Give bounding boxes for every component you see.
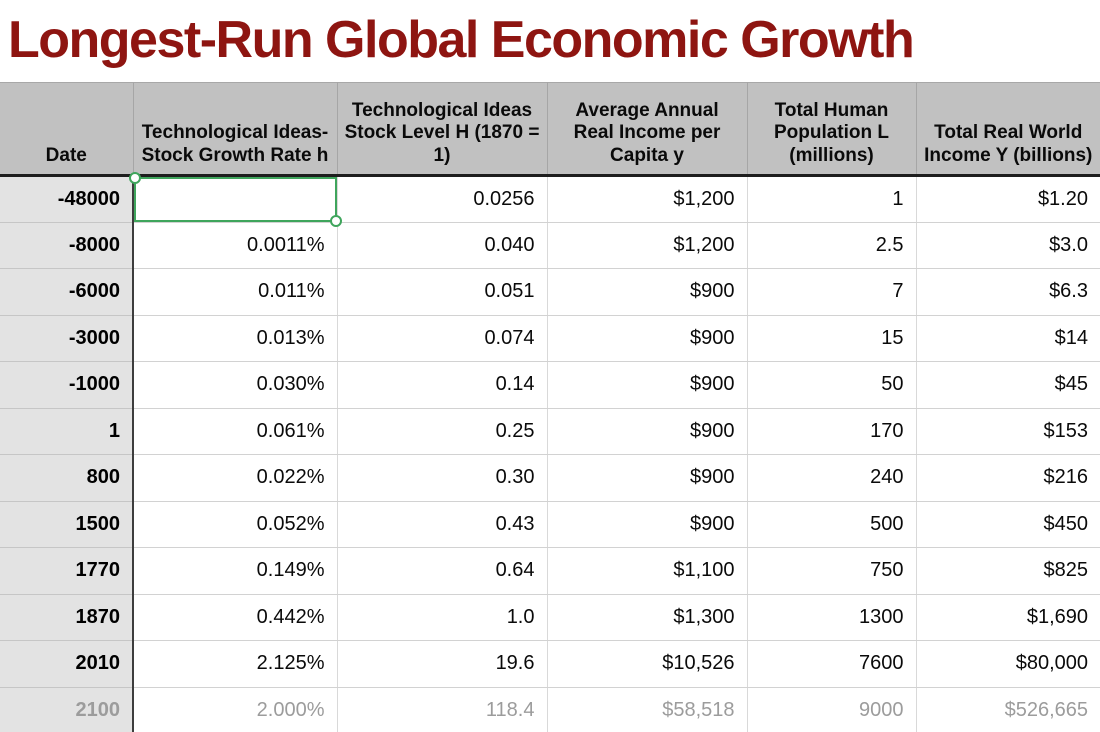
cell[interactable]: 0.052% (133, 501, 338, 548)
cell[interactable]: $825 (916, 547, 1100, 595)
cell[interactable]: 750 (747, 547, 917, 595)
row-header[interactable]: 2100 (0, 687, 134, 732)
cell[interactable]: 1300 (747, 594, 917, 641)
cell[interactable]: 0.011% (133, 268, 338, 316)
cell[interactable]: 0.061% (133, 408, 338, 455)
cell[interactable]: 118.4 (337, 687, 548, 732)
cell[interactable]: $1,300 (547, 594, 748, 641)
cell[interactable]: $450 (916, 501, 1100, 548)
cell[interactable]: 240 (747, 454, 917, 502)
cell[interactable]: 0.0011% (133, 222, 338, 269)
cell[interactable]: 0.030% (133, 361, 338, 409)
cell[interactable]: 0.14 (337, 361, 548, 409)
cell[interactable]: $1,200 (547, 222, 748, 269)
row-header[interactable]: 2010 (0, 640, 134, 688)
cell[interactable]: $1.20 (916, 175, 1100, 223)
cell[interactable]: $900 (547, 361, 748, 409)
table-row: -6000 0.011% 0.051 $900 7 $6.3 (0, 268, 1100, 316)
cell[interactable]: 1.0 (337, 594, 548, 641)
column-header-real-income-per-capita[interactable]: Average Annual Real Income per Capita y (547, 82, 748, 177)
table-row: -3000 0.013% 0.074 $900 15 $14 (0, 315, 1100, 362)
cell[interactable]: 0.040 (337, 222, 548, 269)
column-header-total-population[interactable]: Total Human Population L (millions) (747, 82, 917, 177)
cell[interactable]: 7 (747, 268, 917, 316)
table-row: 1500 0.052% 0.43 $900 500 $450 (0, 501, 1100, 548)
cell[interactable]: $58,518 (547, 687, 748, 732)
column-header-ideas-stock-growth-rate[interactable]: Technological Ideas-Stock Growth Rate h (133, 82, 338, 177)
header-row: Date Technological Ideas-Stock Growth Ra… (0, 82, 1100, 177)
table-row-projection: 2100 2.000% 118.4 $58,518 9000 $526,665 (0, 687, 1100, 732)
cell[interactable]: $1,100 (547, 547, 748, 595)
cell[interactable]: 1 (747, 175, 917, 223)
column-header-date[interactable]: Date (0, 82, 134, 177)
cell[interactable]: 0.051 (337, 268, 548, 316)
table-row: 1 0.061% 0.25 $900 170 $153 (0, 408, 1100, 455)
spreadsheet-table: Date Technological Ideas-Stock Growth Ra… (0, 82, 1100, 732)
table-row: 800 0.022% 0.30 $900 240 $216 (0, 454, 1100, 502)
cell[interactable]: $10,526 (547, 640, 748, 688)
cell[interactable]: 2.5 (747, 222, 917, 269)
cell[interactable]: 0.0256 (337, 175, 548, 223)
cell[interactable]: 170 (747, 408, 917, 455)
cell[interactable]: $216 (916, 454, 1100, 502)
row-header[interactable]: -6000 (0, 268, 134, 316)
cell[interactable]: 0.43 (337, 501, 548, 548)
table-row: -48000 0.0256 $1,200 1 $1.20 (0, 172, 1100, 227)
cell[interactable]: 0.64 (337, 547, 548, 595)
cell[interactable]: 0.25 (337, 408, 548, 455)
cell[interactable]: $526,665 (916, 687, 1100, 732)
table-row: -8000 0.0011% 0.040 $1,200 2.5 $3.0 (0, 222, 1100, 269)
page-title: Longest-Run Global Economic Growth (8, 11, 915, 69)
cell[interactable]: 0.074 (337, 315, 548, 362)
cell[interactable]: 0.30 (337, 454, 548, 502)
cell[interactable]: $45 (916, 361, 1100, 409)
title-bar: Longest-Run Global Economic Growth (0, 0, 1100, 82)
table-row: -1000 0.030% 0.14 $900 50 $45 (0, 361, 1100, 409)
row-header[interactable]: -8000 (0, 222, 134, 269)
row-header[interactable]: -1000 (0, 361, 134, 409)
cell[interactable]: 0.013% (133, 315, 338, 362)
column-header-ideas-stock-level[interactable]: Technological Ideas Stock Level H (1870 … (337, 82, 548, 177)
row-header[interactable]: 1870 (0, 594, 134, 641)
cell[interactable]: 15 (747, 315, 917, 362)
cell[interactable]: $900 (547, 408, 748, 455)
cell[interactable]: $3.0 (916, 222, 1100, 269)
cell[interactable]: 0.022% (133, 454, 338, 502)
cell[interactable]: 500 (747, 501, 917, 548)
table-row: 1870 0.442% 1.0 $1,300 1300 $1,690 (0, 594, 1100, 641)
row-header[interactable]: 1770 (0, 547, 134, 595)
cell[interactable]: 9000 (747, 687, 917, 732)
cell[interactable]: $153 (916, 408, 1100, 455)
row-header[interactable]: -48000 (0, 175, 134, 223)
row-header[interactable]: 1 (0, 408, 134, 455)
cell[interactable]: $1,690 (916, 594, 1100, 641)
cell[interactable]: $1,200 (547, 175, 748, 223)
cell[interactable]: 7600 (747, 640, 917, 688)
cell[interactable]: $14 (916, 315, 1100, 362)
column-header-total-world-income[interactable]: Total Real World Income Y (billions) (916, 82, 1100, 177)
selection-border (129, 172, 342, 227)
selected-cell[interactable] (129, 172, 342, 227)
cell[interactable]: $900 (547, 315, 748, 362)
cell[interactable]: 2.000% (133, 687, 338, 732)
cell[interactable]: $900 (547, 454, 748, 502)
cell[interactable]: $80,000 (916, 640, 1100, 688)
cell[interactable]: $900 (547, 268, 748, 316)
cell[interactable]: 50 (747, 361, 917, 409)
table-row: 2010 2.125% 19.6 $10,526 7600 $80,000 (0, 640, 1100, 688)
cell[interactable]: $900 (547, 501, 748, 548)
cell[interactable]: 0.442% (133, 594, 338, 641)
row-header[interactable]: 1500 (0, 501, 134, 548)
table-row: 1770 0.149% 0.64 $1,100 750 $825 (0, 547, 1100, 595)
row-header[interactable]: 800 (0, 454, 134, 502)
cell[interactable]: 19.6 (337, 640, 548, 688)
cell[interactable]: 2.125% (133, 640, 338, 688)
cell[interactable]: 0.149% (133, 547, 338, 595)
cell[interactable]: $6.3 (916, 268, 1100, 316)
row-header[interactable]: -3000 (0, 315, 134, 362)
